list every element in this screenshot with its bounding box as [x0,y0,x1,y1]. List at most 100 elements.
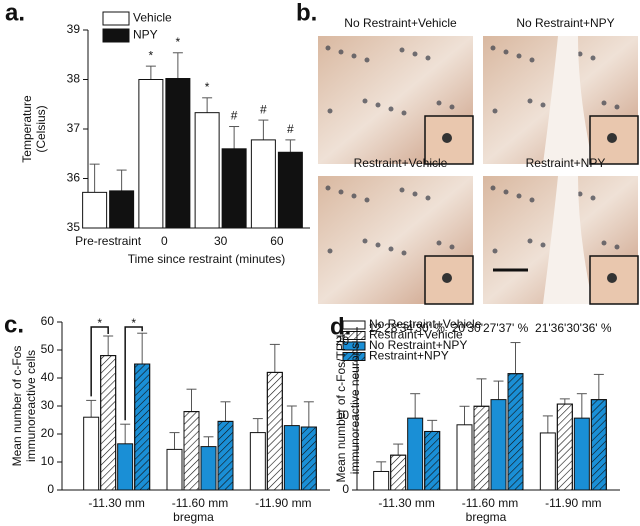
cell [399,47,405,53]
group-label: 20'30'27'37' % [452,321,529,335]
bar [283,425,300,491]
legend-hatch [342,331,366,340]
bar-hatch [100,355,117,491]
x-axis-label: bregma [173,510,214,524]
cell [401,250,407,256]
bar [82,191,108,229]
cell [388,106,394,112]
bar-hatch [424,430,441,491]
y-tick-label: 60 [41,314,55,328]
cell [601,100,607,106]
cell [492,248,498,254]
bar [456,424,473,491]
cell [503,49,509,55]
y-tick-label: 50 [41,342,55,356]
group-label: 21'36'30'36' % [535,321,612,335]
bar [165,78,191,229]
bar-hatch [507,373,524,491]
x-tick-label: -11.30 mm [378,496,434,510]
bar-hatch [183,411,200,491]
bar-hatch [473,405,490,491]
cell [388,246,394,252]
cell [614,244,620,250]
cell [325,185,331,191]
legend-label: No Restraint+NPY [369,338,467,352]
group-label: 12'28'34'30' % [368,321,445,335]
x-tick-label: 30 [214,234,228,248]
inset-cell [607,273,617,283]
x-tick-label: Pre-restraint [75,234,142,248]
bar-hatch [556,403,573,491]
ventricle [543,36,593,164]
y-tick-label: 10 [336,408,350,422]
cell [540,242,546,248]
bar [109,190,135,229]
bar [194,112,220,229]
cell [516,193,522,199]
x-tick-label: 60 [270,234,284,248]
legend-label: No Restraint+Vehicle [369,317,482,331]
sig-marker: * [176,35,181,49]
y-tick-label: 37 [67,121,81,135]
bar [249,432,266,491]
panel-label: Restraint+NPY [526,156,606,170]
cell [516,53,522,59]
sig-marker: # [260,102,267,116]
bar [83,416,100,491]
legend-label: Restraint+Vehicle [369,328,463,342]
bar [166,448,183,491]
cell [338,189,344,195]
sig-marker: * [205,80,210,94]
bar [250,139,276,229]
y-tick-label: 10 [41,454,55,468]
bar [573,417,590,491]
panel-letter: c. [4,311,24,338]
panel-letter: b. [296,0,317,26]
legend-label: Vehicle [133,11,172,25]
inset-cell [607,133,617,143]
cell [425,55,431,61]
x-tick-label: 0 [161,234,168,248]
x-tick-label: -11.90 mm [255,496,311,510]
cell [327,248,333,254]
cell [577,191,583,197]
x-tick-label: -11.90 mm [545,496,601,510]
x-tick-label: -11.60 mm [172,496,228,510]
cell [601,240,607,246]
cell [492,108,498,114]
x-tick-label: -11.60 mm [462,496,518,510]
bar [221,148,247,229]
cell [364,57,370,63]
panel-label: Restraint+Vehicle [354,156,448,170]
x-axis-label: Time since restraint (minutes) [128,252,286,266]
panel-letter: a. [5,0,25,26]
cell [351,53,357,59]
bar [490,399,507,491]
cell [436,240,442,246]
y-tick-label: 20 [336,334,350,348]
y-tick-label: 39 [67,22,81,36]
cell [577,51,583,57]
cell [399,187,405,193]
y-tick-label: 40 [41,370,55,384]
y-axis-label: Temperature [20,95,34,163]
cell [375,102,381,108]
y-tick-label: 30 [41,398,55,412]
cell [490,185,496,191]
cell [362,98,368,104]
bar-hatch [134,363,151,491]
cell [338,49,344,55]
ventricle [543,176,593,304]
y-tick-label: 35 [67,220,81,234]
cell [449,244,455,250]
cell [362,238,368,244]
y-tick-label: 38 [67,72,81,86]
y-axis-label: Mean number of c-Fos [10,346,24,467]
bar [373,470,390,491]
legend-swatch [102,28,130,43]
inset-cell [442,273,452,283]
x-tick-label: -11.30 mm [88,496,144,510]
bar [117,443,134,491]
